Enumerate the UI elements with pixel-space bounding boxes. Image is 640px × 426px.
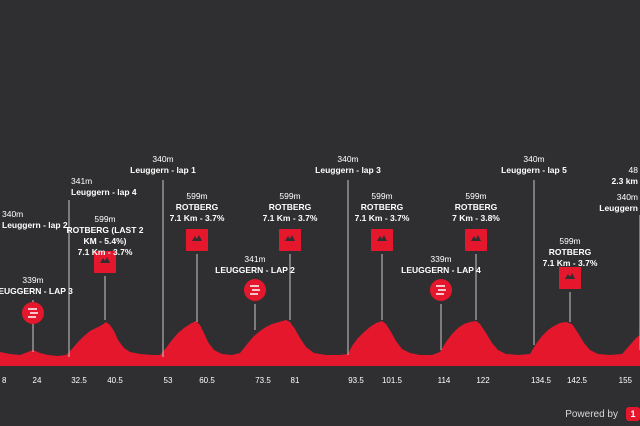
brand-logo-icon[interactable]: 1 [626,407,640,421]
footer: Powered by 1 [565,404,640,424]
label-edge-48: 482.3 km [612,165,639,186]
label-rotberg-1-line-1: ROTBERG (LAST 2 [67,225,144,235]
label-leuggern-lap-3b-line-0: 340m [337,154,358,164]
label-rotberg-4-line-1: ROTBERG [361,202,404,212]
km-marker: 122 [476,376,490,385]
km-marker: 53 [164,376,173,385]
label-rotberg-1-line-0: 599m [94,214,115,224]
km-marker: 24 [33,376,42,385]
label-leuggern-lap-4-line-1: Leuggern - lap 4 [71,187,137,197]
km-marker: 155 [619,376,633,385]
label-edge-48-line-0: 48 [629,165,639,175]
label-edge-leuggern-line-1: Leuggern [599,203,638,213]
label-rotberg-5-line-1: ROTBERG [455,202,498,212]
mountain-triangle-icon [465,229,487,251]
km-marker: 73.5 [255,376,271,385]
sprint-circle-icon [244,279,266,301]
label-leuggern-lap-5-line-0: 340m [523,154,544,164]
label-rotberg-3-line-1: ROTBERG [269,202,312,212]
label-rotberg-2-line-0: 599m [186,191,207,201]
km-marker: 60.5 [199,376,215,385]
label-leuggern-lap-3-line-1: LEUGGERN - LAP 3 [0,286,73,296]
label-leuggern-lap-2-edge-line-1: Leuggern - lap 2 [2,220,68,230]
label-rotberg-6-line-2: 7.1 Km - 3.7% [543,258,598,268]
label-rotberg-1-line-3: 7.1 Km - 3.7% [78,247,133,257]
label-edge-leuggern-line-0: 340m [617,192,638,202]
label-rotberg-3-line-2: 7.1 Km - 3.7% [263,213,318,223]
label-leuggern-lap-4b-line-1: LEUGGERN - LAP 4 [401,265,481,275]
label-rotberg-6-line-1: ROTBERG [549,247,592,257]
label-leuggern-lap-4b-line-0: 339m [430,254,451,264]
km-marker: 81 [291,376,300,385]
label-rotberg-6-line-0: 599m [559,236,580,246]
mountain-triangle-icon [279,229,301,251]
sprint-circle-icon [22,302,44,324]
label-leuggern-lap-2-edge-line-0: 340m [2,209,23,219]
km-marker: 142.5 [567,376,588,385]
mountain-triangle-icon [94,251,116,273]
label-leuggern-lap-1-line-0: 340m [152,154,173,164]
label-leuggern-lap-2-line-0: 341m [244,254,265,264]
label-rotberg-2-line-2: 7.1 Km - 3.7% [170,213,225,223]
label-leuggern-lap-2-line-1: LEUGGERN - LAP 2 [215,265,295,275]
label-rotberg-2-line-1: ROTBERG [176,202,219,212]
label-leuggern-lap-1-line-1: Leuggern - lap 1 [130,165,196,175]
label-rotberg-3-line-0: 599m [279,191,300,201]
label-leuggern-lap-3b-line-1: Leuggern - lap 3 [315,165,381,175]
label-rotberg-4-line-2: 7.1 Km - 3.7% [355,213,410,223]
km-marker: 134.5 [531,376,552,385]
elevation-profile [0,320,640,366]
sprint-circle-icon [430,279,452,301]
label-rotberg-1-line-2: KM - 5.4%) [84,236,127,246]
km-marker: 101.5 [382,376,403,385]
label-rotberg-5-line-0: 599m [465,191,486,201]
mountain-triangle-icon [559,267,581,289]
mountain-triangle-icon [186,229,208,251]
label-rotberg-5-line-2: 7 Km - 3.8% [452,213,500,223]
km-marker: 114 [438,376,451,385]
km-marker: 32.5 [71,376,87,385]
label-leuggern-lap-4-line-0: 341m [71,176,92,186]
km-marker: 40.5 [107,376,123,385]
label-rotberg-4-line-0: 599m [371,191,392,201]
km-marker: 93.5 [348,376,364,385]
label-leuggern-lap-3-line-0: 339m [22,275,43,285]
label-leuggern-lap-5-line-1: Leuggern - lap 5 [501,165,567,175]
km-marker: 8 [2,376,7,385]
powered-by-text: Powered by [565,408,618,420]
mountain-triangle-icon [371,229,393,251]
label-edge-48-line-1: 2.3 km [612,176,639,186]
